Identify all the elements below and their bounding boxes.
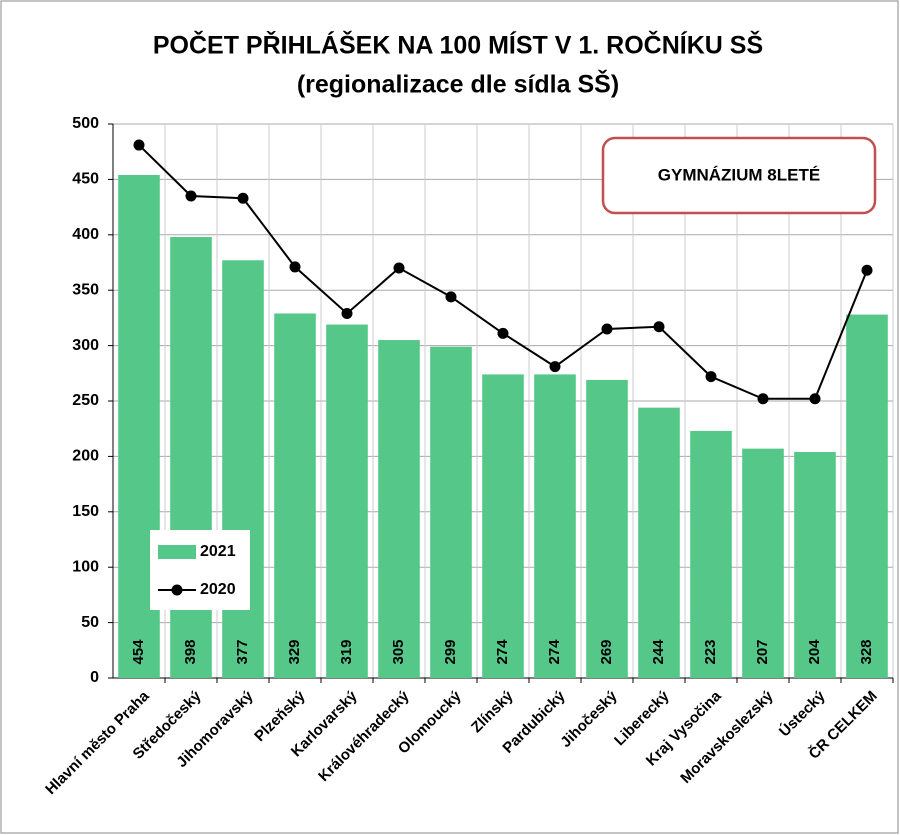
line-marker <box>861 264 873 276</box>
bar-value-label: 305 <box>390 639 407 664</box>
bar <box>170 237 212 679</box>
bar-value-label: 319 <box>338 639 355 664</box>
bar <box>586 379 628 678</box>
y-tick-label: 200 <box>72 448 99 465</box>
line-marker <box>237 192 249 204</box>
bar <box>638 407 680 678</box>
bar-value-label: 274 <box>494 639 511 665</box>
bar <box>846 314 888 678</box>
bar-value-label: 269 <box>598 639 615 664</box>
bar <box>534 374 576 678</box>
bar-value-label: 454 <box>130 639 147 665</box>
y-tick-label: 0 <box>90 669 99 686</box>
bar-value-label: 377 <box>234 639 251 664</box>
line-marker <box>809 393 821 405</box>
legend-label: 2020 <box>200 581 236 598</box>
bar-value-label: 244 <box>650 639 667 665</box>
bar <box>378 340 420 678</box>
legend-label: 2021 <box>200 543 236 560</box>
line-marker <box>497 327 509 339</box>
legend-box <box>150 530 250 610</box>
y-tick-label: 500 <box>72 115 99 132</box>
y-tick-label: 400 <box>72 226 99 243</box>
chart-subtitle: (regionalizace dle sídla SŠ) <box>297 69 619 99</box>
line-marker <box>705 371 717 383</box>
line-marker <box>185 190 197 202</box>
bar <box>274 313 316 678</box>
bar-value-label: 207 <box>754 639 771 664</box>
line-marker <box>549 361 561 373</box>
y-tick-label: 50 <box>81 614 99 631</box>
bar <box>482 374 524 678</box>
line-marker <box>289 261 301 273</box>
bar <box>690 430 732 678</box>
bar-value-label: 274 <box>546 639 563 665</box>
line-marker <box>601 323 613 335</box>
bar-value-label: 299 <box>442 639 459 664</box>
bar-value-label: 328 <box>858 639 875 664</box>
bar-value-label: 329 <box>286 639 303 664</box>
chart-title: POČET PŘIHLÁŠEK NA 100 MÍST V 1. ROČNÍKU… <box>153 30 763 60</box>
line-marker <box>341 307 353 319</box>
bar <box>430 346 472 678</box>
y-tick-label: 450 <box>72 171 99 188</box>
bar-value-label: 204 <box>806 639 823 665</box>
annotation-box <box>601 136 877 215</box>
line-marker <box>133 139 145 151</box>
line-marker <box>445 291 457 303</box>
y-tick-label: 150 <box>72 503 99 520</box>
y-tick-label: 250 <box>72 392 99 409</box>
bar <box>742 448 784 678</box>
legend-swatch <box>158 545 196 559</box>
line-marker <box>393 262 405 274</box>
line-marker <box>653 321 665 333</box>
annotation: GYMNÁZIUM 8LETÉ <box>658 165 820 184</box>
bar-value-label: 398 <box>182 639 199 664</box>
bar <box>326 324 368 678</box>
legend-marker <box>171 584 183 596</box>
bar-value-label: 223 <box>702 639 719 664</box>
y-tick-label: 100 <box>72 558 99 575</box>
line-marker <box>757 393 769 405</box>
y-tick-label: 350 <box>72 281 99 298</box>
bar <box>222 260 264 678</box>
bar <box>794 451 836 678</box>
y-tick-label: 300 <box>72 337 99 354</box>
